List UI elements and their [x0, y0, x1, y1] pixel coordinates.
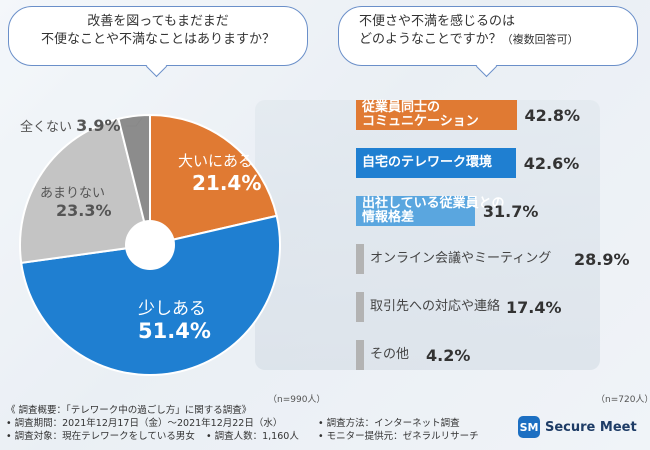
bar	[356, 148, 516, 178]
question-left-line1: 改善を図ってもまだまだ	[87, 14, 229, 29]
bar-label-line: 出社している従業員との	[362, 196, 505, 211]
survey-footer: 《 調査概要：「テレワーク中の過ごし方」に関する調査》 • 調査期間：2021年…	[6, 404, 326, 443]
bar-label-line: 取引先への対応や連絡	[370, 299, 501, 314]
bar	[356, 244, 364, 274]
pie-slice	[117, 113, 151, 246]
pie-label-amari: あまりない 23.3%	[40, 182, 112, 220]
bar-label: オンライン会議やミーティング	[370, 244, 551, 274]
question-left-line2: 不便なことや不満なことはありますか？	[40, 32, 275, 47]
pie-value: 21.4%	[192, 171, 262, 195]
pie-label-sukoshi: 少しある 51.4%	[138, 294, 211, 343]
bar-label: 出社している従業員との 情報格差	[362, 196, 504, 226]
footer-method: • 調査方法：インターネット調査	[318, 418, 460, 429]
bar	[356, 292, 364, 322]
bar-label: 取引先への対応や連絡	[370, 292, 500, 322]
bar-label-line: その他	[370, 347, 410, 362]
bar-label: 従業員同士の コミュニケーション	[362, 100, 479, 130]
footer-count: • 調査人数：1,160人	[206, 431, 299, 442]
question-bubble-right: 不便さや不満を感じるのは どのようなことですか？（複数回答可）	[338, 6, 638, 78]
pie-label-mattaku: 全くない 3.9%	[20, 116, 121, 135]
bar	[356, 100, 517, 130]
logo-mark-icon: SM	[518, 416, 540, 438]
pie-slice	[20, 214, 281, 376]
question-bubble-left: 改善を図ってもまだまだ 不便なことや不満なことはありますか？	[8, 6, 308, 78]
pie-value: 3.9%	[76, 116, 121, 135]
pie-slice	[19, 117, 152, 265]
bar-value: 28.9%	[574, 250, 630, 269]
bar-value: 42.6%	[523, 154, 580, 173]
pie-value: 23.3%	[56, 201, 112, 220]
footer-target: • 調査対象：現在テレワークをしている男女	[6, 431, 195, 442]
pie-n-label: （n=990人）	[268, 395, 326, 405]
bar-label-line: オンライン会議やミーティング	[370, 251, 552, 266]
survey-footer-right: • 調査方法：インターネット調査 • モニター提供元：ゼネラルリサーチ	[318, 417, 479, 443]
pie-center-hole	[125, 220, 175, 270]
footer-period: • 調査期間：2021年12月17日（金）〜2021年12月22日（水）	[6, 418, 283, 429]
secure-meet-logo: SM Secure Meet	[518, 416, 637, 438]
bar	[356, 196, 475, 226]
bar-label-line: コミュニケーション	[362, 114, 479, 129]
footer-provider: • モニター提供元：ゼネラルリサーチ	[318, 431, 479, 442]
bar-label: その他	[370, 340, 409, 370]
pie-label-text: 大いにある	[178, 152, 254, 170]
bar-label-line: 自宅のテレワーク環境	[362, 155, 493, 170]
bar-value: 4.2%	[426, 346, 471, 365]
bar-label-line: 従業員同士の	[362, 100, 441, 115]
pie-value: 51.4%	[138, 319, 211, 343]
pie-label-text: 全くない	[20, 120, 73, 135]
bar-value: 42.8%	[524, 106, 581, 125]
pie-slice	[149, 113, 278, 247]
question-right-note: （複数回答可）	[501, 33, 579, 46]
pie-label-daini: 大いにある 21.4%	[178, 150, 261, 195]
bar-label-line: 情報格差	[362, 210, 415, 225]
pie-leader-line	[126, 117, 143, 127]
logo-text: Secure Meet	[545, 419, 637, 435]
question-right-line2: どのようなことですか？	[359, 32, 502, 47]
pie-label-text: 少しある	[138, 299, 206, 319]
question-right-line1: 不便さや不満を感じるのは	[359, 14, 516, 29]
bar-label: 自宅のテレワーク環境	[362, 148, 492, 178]
bar-value: 17.4%	[506, 298, 562, 317]
pie-label-text: あまりない	[40, 186, 106, 201]
footer-title: 《 調査概要：「テレワーク中の過ごし方」に関する調査》	[6, 405, 252, 416]
bar	[356, 340, 364, 370]
bar-value: 31.7%	[482, 202, 539, 221]
bar-n-label: （n=720人）	[596, 395, 650, 405]
